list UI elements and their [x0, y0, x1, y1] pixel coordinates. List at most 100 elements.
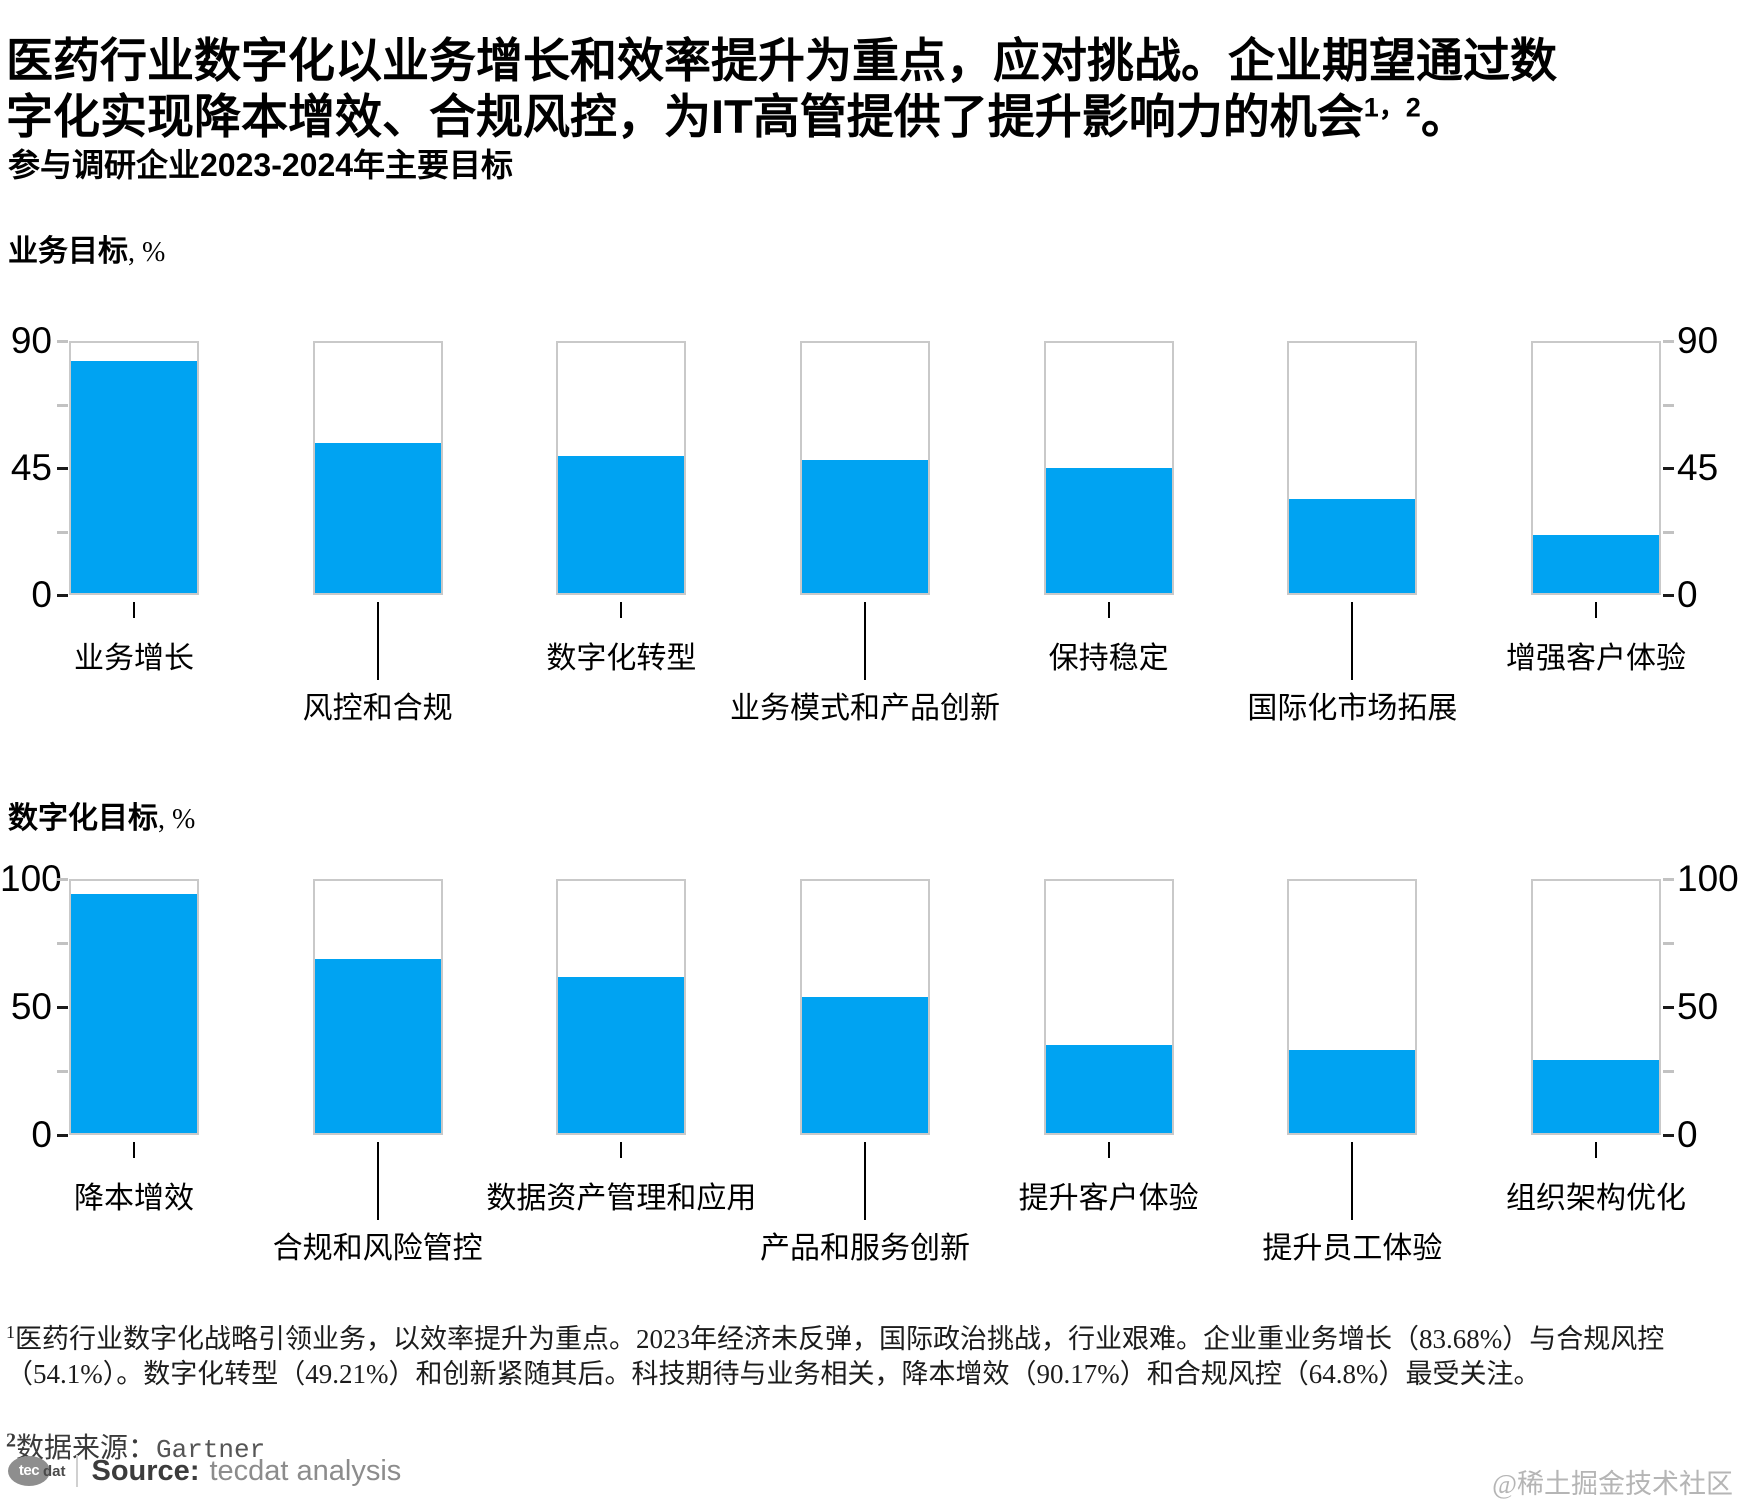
category-leader-line [864, 602, 866, 680]
bar-fill [802, 459, 928, 593]
y-axis-minor-tick-left [57, 403, 68, 407]
category-leader-line [376, 1142, 379, 1220]
footnote-1-text: 医药行业数字化战略引领业务，以效率提升为重点。2023年经济未反弹，国际政治挑战… [6, 1324, 1665, 1389]
y-axis-tick-right [1663, 594, 1674, 597]
category-label: 组织架构优化 [1506, 1182, 1686, 1215]
bar-fill [71, 893, 197, 1133]
category-leader-line [1351, 1142, 1354, 1220]
y-axis-label-right: 50 [1677, 986, 1719, 1027]
y-axis-minor-tick-left [57, 1070, 68, 1073]
category-label: 数据资产管理和应用 [486, 1182, 757, 1215]
bar-fill [314, 442, 441, 593]
chart-section-label-title: 数字化目标 [8, 802, 158, 835]
bar-frame [556, 879, 687, 1135]
x-axis-tick [1107, 1142, 1110, 1158]
business-goals-bar-chart: 业务目标, % 0 0 45 45 90 90 业务增长 风控和合规 数字化转型 业务模式和产品创新… [0, 226, 1741, 730]
bar-frame [800, 879, 930, 1135]
page-title: 医药行业数字化以业务增长和效率提升为重点，应对挑战。企业期望通过数字化实现降本增… [6, 33, 1571, 145]
bar-frame [69, 879, 199, 1135]
watermark: @稀土掘金技术社区 [1492, 1469, 1733, 1499]
footnote-2-mark: 2 [6, 1429, 16, 1452]
bar-fill [1045, 468, 1172, 593]
tecdat-logo-circle: tec [8, 1456, 50, 1486]
y-axis-label-right: 90 [1677, 320, 1719, 361]
chart-subtitle: 参与调研企业2023-2024年主要目标 [8, 147, 514, 183]
y-axis-label-left: 0 [31, 574, 52, 615]
page-title-period: 。 [1420, 90, 1468, 144]
y-axis-tick-left [57, 878, 68, 881]
y-axis-label-left: 45 [10, 447, 52, 488]
category-label: 数字化转型 [546, 642, 697, 675]
bar-fill [1533, 1059, 1659, 1133]
bar-fill [802, 996, 928, 1133]
bar-frame [312, 341, 443, 595]
footnote-1-mark: 1 [6, 1322, 15, 1342]
y-axis-label-left: 50 [10, 986, 52, 1027]
category-label: 保持稳定 [1048, 642, 1169, 675]
x-axis-tick [1595, 1142, 1597, 1158]
category-label: 风控和合规 [302, 692, 453, 725]
bar-fill [314, 959, 441, 1133]
x-axis-tick [620, 1142, 623, 1158]
bar-frame [1043, 341, 1174, 595]
chart-section-label: 业务目标, % [8, 226, 165, 270]
bar-fill [1289, 1049, 1416, 1133]
chart-section-label: 数字化目标, % [8, 793, 195, 837]
source-label: Source: [91, 1454, 200, 1487]
bar-frame [1531, 879, 1661, 1135]
y-axis-minor-tick-right [1663, 403, 1674, 407]
y-axis-tick-left [57, 1006, 68, 1009]
category-label: 产品和服务创新 [760, 1232, 970, 1265]
y-axis-tick-right [1663, 467, 1674, 470]
category-label: 合规和风险管控 [272, 1232, 483, 1265]
y-axis-tick-left [57, 467, 68, 470]
plot-area: 0 0 45 45 90 90 [0, 322, 1741, 614]
y-axis-tick-right [1663, 878, 1674, 881]
y-axis-minor-tick-right [1663, 530, 1674, 534]
category-leader-line [376, 602, 379, 680]
plot-area: 0 0 50 50 100 100 [0, 860, 1741, 1154]
source-text: tecdat analysis [209, 1454, 402, 1487]
y-axis-label-left: 90 [10, 320, 52, 361]
y-axis-label-right: 0 [1677, 1114, 1698, 1155]
category-label: 业务模式和产品创新 [730, 692, 1000, 725]
y-axis-label-left: 0 [31, 1114, 52, 1155]
x-axis-tick [133, 1142, 135, 1158]
y-axis-tick-left [57, 594, 68, 597]
bar-fill [558, 976, 685, 1133]
source-row: tec dat Source: tecdat analysis [8, 1453, 401, 1489]
category-leader-line [864, 1142, 866, 1220]
bar-frame [556, 341, 687, 595]
footnote-1: 1医药行业数字化战略引领业务，以效率提升为重点。2023年经济未反弹，国际政治挑… [6, 1322, 1739, 1392]
tecdat-logo: tec dat [8, 1456, 66, 1486]
y-axis-tick-right [1663, 1134, 1674, 1137]
footnote-2-source: Gartner [156, 1435, 266, 1465]
category-label: 降本增效 [74, 1182, 194, 1215]
category-label: 增强客户体验 [1506, 642, 1686, 675]
y-axis-tick-left [57, 1134, 68, 1137]
bar-fill [558, 456, 685, 593]
y-axis-tick-right [1663, 340, 1674, 343]
bar-frame [69, 341, 199, 595]
chart-section-label-unit: , % [128, 237, 166, 268]
bar-frame [800, 341, 930, 595]
bar-frame [1043, 879, 1174, 1135]
y-axis-minor-tick-left [57, 530, 68, 534]
y-axis-minor-tick-left [57, 942, 68, 945]
bar-frame [1287, 879, 1418, 1135]
tecdat-logo-dat: dat [43, 1462, 66, 1480]
bar-frame [1531, 341, 1661, 595]
x-axis-tick [620, 602, 623, 618]
y-axis-label-right: 0 [1677, 574, 1698, 615]
x-axis-tick [1107, 602, 1110, 618]
bar-fill [1533, 534, 1659, 593]
bar-frame [312, 879, 443, 1135]
digital-goals-bar-chart: 数字化目标, % 0 0 50 50 100 100 降本增效 合规和风险管控 数据资产管理和应用… [0, 793, 1741, 1270]
category-leader-line [1351, 602, 1354, 680]
y-axis-label-left: 100 [0, 858, 62, 899]
y-axis-label-right: 45 [1677, 447, 1719, 488]
x-axis-tick [133, 602, 135, 618]
y-axis-minor-tick-right [1663, 942, 1674, 945]
chart-section-label-unit: , % [158, 804, 196, 835]
